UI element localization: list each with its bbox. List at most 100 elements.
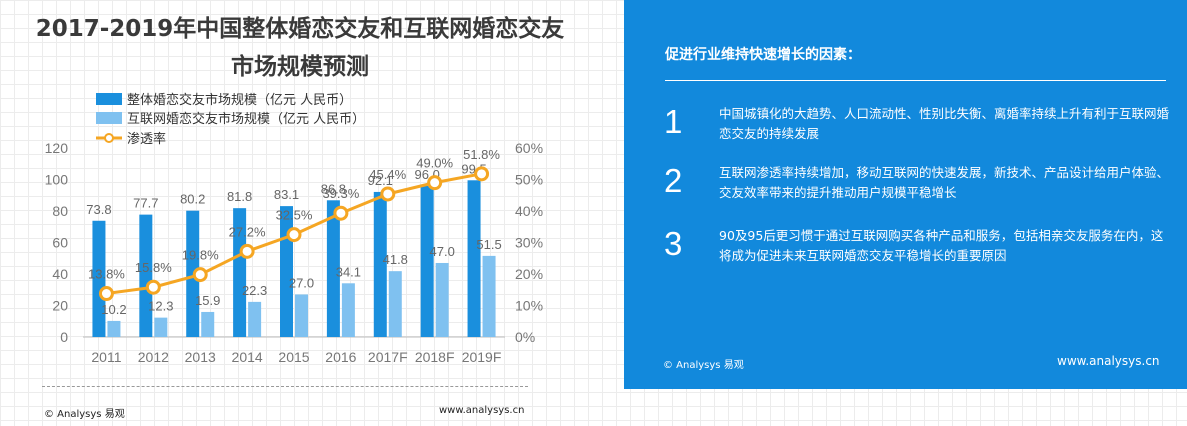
y-right-tick-label: 50% xyxy=(515,172,543,188)
penetration-label: 49.0% xyxy=(416,156,453,171)
factor-item-3: 3 90及95后更习惯于通过互联网购买各种产品和服务，包括相亲交友服务在内，这将… xyxy=(624,224,1187,274)
x-tick-label: 2019F xyxy=(462,349,502,365)
legend-label-internet: 互联网婚恋交友市场规模（亿元 人民币） xyxy=(127,111,365,127)
x-tick-label: 2012 xyxy=(138,349,169,365)
panel-divider xyxy=(665,80,1166,81)
bar-internet-market xyxy=(201,311,215,337)
bar-internet-market xyxy=(435,262,449,337)
bar-total-label: 80.2 xyxy=(180,192,205,207)
bar-total-label: 73.8 xyxy=(86,202,111,217)
y-right-tick-label: 0% xyxy=(515,329,535,345)
penetration-label: 45.4% xyxy=(369,167,406,182)
y-right-tick-label: 40% xyxy=(515,203,543,219)
y-left-tick-label: 60 xyxy=(52,235,68,251)
factor-text: 90及95后更习惯于通过互联网购买各种产品和服务，包括相亲交友服务在内，这将成为… xyxy=(719,228,1164,263)
bar-total-market xyxy=(233,208,247,337)
x-tick-label: 2011 xyxy=(91,349,121,365)
bar-internet-label: 34.1 xyxy=(336,264,361,279)
penetration-point xyxy=(239,243,255,259)
legend-marker-penetration xyxy=(104,133,114,143)
bar-total-label: 81.8 xyxy=(227,189,252,204)
factor-number: 3 xyxy=(664,225,683,262)
y-left-tick-label: 80 xyxy=(52,203,68,219)
title-line-1: 2017-2019年中国整体婚恋交友和互联网婚恋交友 xyxy=(35,16,565,42)
factor-number: 1 xyxy=(664,103,683,140)
y-right-tick-label: 30% xyxy=(515,235,543,251)
penetration-point xyxy=(427,175,443,191)
factor-text: 中国城镇化的大趋势、人口流动性、性别比失衡、离婚率持续上升有利于互联网婚恋交友的… xyxy=(719,106,1170,141)
penetration-point xyxy=(333,205,349,221)
penetration-point xyxy=(192,267,208,283)
bar-internet-market xyxy=(388,271,402,337)
legend-swatch-internet xyxy=(96,112,122,124)
bar-internet-market xyxy=(482,255,496,337)
x-tick-label: 2015 xyxy=(278,349,309,365)
footer-url: www.analysys.cn xyxy=(439,405,525,416)
chart-title: 2017-2019年中国整体婚恋交友和互联网婚恋交友 市场规模预测 xyxy=(0,10,600,86)
bar-total-market xyxy=(373,191,387,337)
bar-total-label: 83.1 xyxy=(274,187,299,202)
factors-panel: 促进行业维持快速增长的因素： 1 中国城镇化的大趋势、人口流动性、性别比失衡、离… xyxy=(624,0,1187,389)
bar-total-market xyxy=(326,200,340,337)
penetration-label: 13.8% xyxy=(88,267,125,282)
y-left-tick-label: 0 xyxy=(60,329,68,345)
legend-swatch-total xyxy=(96,93,122,105)
bar-total-label: 86.8 xyxy=(321,181,346,196)
penetration-point xyxy=(474,166,490,182)
legend-label-penetration: 渗透率 xyxy=(127,131,166,147)
y-left-tick-label: 20 xyxy=(52,298,68,314)
factor-item-1: 1 中国城镇化的大趋势、人口流动性、性别比失衡、离婚率持续上升有利于互联网婚恋交… xyxy=(624,102,1187,152)
bar-internet-label: 15.9 xyxy=(195,293,220,308)
bar-internet-label: 22.3 xyxy=(242,283,267,298)
penetration-label: 27.2% xyxy=(229,224,266,239)
bar-total-market xyxy=(186,210,200,337)
penetration-label: 15.8% xyxy=(135,260,172,275)
factor-number: 2 xyxy=(664,162,683,199)
bar-internet-label: 47.0 xyxy=(430,244,455,259)
bar-total-market xyxy=(280,206,293,337)
bar-internet-label: 51.5 xyxy=(476,237,501,252)
bar-internet-market xyxy=(248,301,262,337)
penetration-point xyxy=(145,279,161,295)
y-left-tick-label: 40 xyxy=(52,266,68,282)
penetration-label: 19.8% xyxy=(182,248,219,263)
x-tick-label: 2017F xyxy=(368,349,408,365)
bar-total-market xyxy=(420,185,434,337)
bar-total-market xyxy=(139,214,153,337)
x-tick-label: 2018F xyxy=(415,349,455,365)
y-right-tick-label: 20% xyxy=(515,266,543,282)
bar-internet-market xyxy=(107,320,121,337)
penetration-label: 51.8% xyxy=(463,147,500,162)
y-left-tick-label: 120 xyxy=(45,140,69,156)
panel-footer-copyright: © Analysys 易观 xyxy=(663,360,744,371)
x-tick-label: 2013 xyxy=(185,349,216,365)
bar-total-market xyxy=(92,220,106,337)
chart: 0 20 40 60 80 100 120 0% 10% 20% 30% 40% 50% 60% 73.8 1… xyxy=(45,92,543,365)
bar-internet-label: 41.8 xyxy=(383,252,408,267)
bar-internet-market xyxy=(341,283,355,337)
bar-internet-market xyxy=(295,294,308,337)
bar-internet-label: 27.0 xyxy=(289,275,314,290)
factor-text: 互联网渗透率持续增加，移动互联网的快速发展，新技术、产品设计给用户体验、交友效率… xyxy=(719,165,1170,200)
footer-copyright: © Analysys 易观 xyxy=(44,409,125,420)
x-tick-label: 2014 xyxy=(232,349,263,365)
bar-total-label: 92.1 xyxy=(368,173,393,188)
penetration-point xyxy=(286,227,302,243)
legend-label-total: 整体婚恋交友市场规模（亿元 人民币） xyxy=(127,92,352,108)
bar-total-label: 77.7 xyxy=(133,196,158,211)
y-left-tick-label: 100 xyxy=(45,172,69,188)
penetration-label: 39.3% xyxy=(322,186,359,201)
penetration-point xyxy=(98,286,114,302)
title-line-2: 市场规模预测 xyxy=(231,54,369,80)
bar-internet-market xyxy=(154,317,168,337)
bar-internet-label: 12.3 xyxy=(148,299,173,314)
footer-divider xyxy=(42,386,528,387)
penetration-label: 32.5% xyxy=(276,208,313,223)
y-right-tick-label: 60% xyxy=(515,140,543,156)
panel-title: 促进行业维持快速增长的因素： xyxy=(665,47,861,63)
panel-footer-url: www.analysys.cn xyxy=(1057,354,1160,368)
factor-item-2: 2 互联网渗透率持续增加，移动互联网的快速发展，新技术、产品设计给用户体验、交友… xyxy=(624,161,1187,211)
x-tick-label: 2016 xyxy=(325,349,356,365)
bar-internet-label: 10.2 xyxy=(101,302,126,317)
y-right-tick-label: 10% xyxy=(515,298,543,314)
